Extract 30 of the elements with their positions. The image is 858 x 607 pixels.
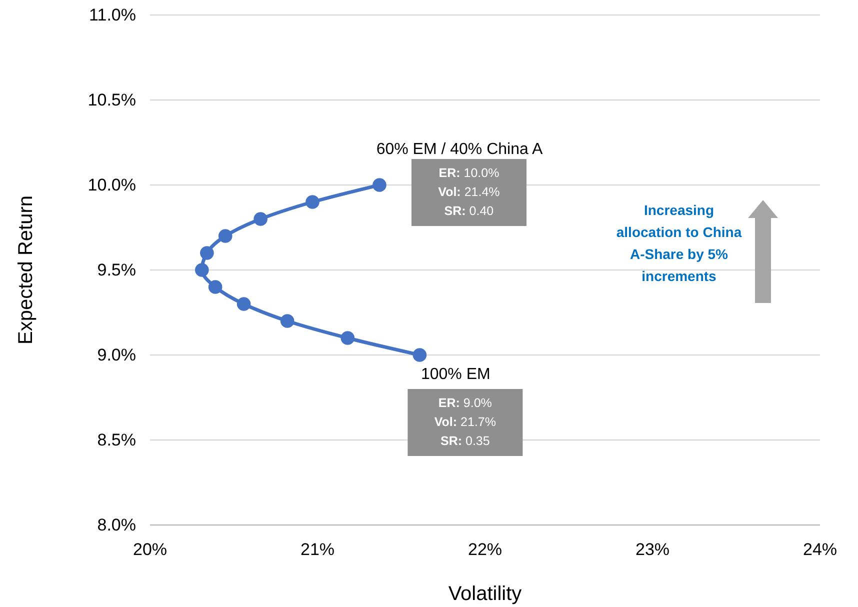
- y-tick-label: 10.0%: [88, 175, 136, 194]
- y-axis-title: Expected Return: [15, 196, 37, 344]
- point: [306, 195, 320, 209]
- point: [218, 229, 232, 243]
- point: [195, 263, 209, 277]
- point: [208, 280, 222, 294]
- point: [280, 314, 294, 328]
- annotation: 60% EM / 40% China A: [376, 141, 543, 158]
- annotation: ER: 9.0% Vol: 21.7% SR: 0.35: [434, 396, 496, 448]
- x-tick-label: 23%: [635, 540, 670, 560]
- y-tick-label: 9.0%: [97, 345, 136, 364]
- x-tick-label: 22%: [468, 540, 502, 560]
- annotation: ER: 10.0% Vol: 21.4% SR: 0.40: [438, 166, 500, 218]
- point: [412, 348, 427, 362]
- x-tick-label: 24%: [802, 540, 838, 560]
- x-tick-label: 21%: [300, 540, 335, 560]
- x-axis-title: Volatility: [448, 583, 522, 605]
- annotation: 100% EM: [420, 366, 490, 383]
- y-tick-label: 8.5%: [97, 430, 136, 450]
- y-tick-label: 11.0%: [89, 5, 136, 24]
- y-tick-label: 8.0%: [97, 515, 136, 534]
- annotation: Increasing allocation to China A-Share by 5% increments: [616, 202, 742, 284]
- point: [200, 246, 214, 260]
- x-tick-label: 20%: [132, 540, 168, 560]
- point: [236, 297, 251, 311]
- point: [340, 331, 355, 345]
- y-tick-label: 9.5%: [97, 260, 136, 280]
- y-tick-label: 10.5%: [88, 90, 136, 110]
- point: [372, 178, 386, 192]
- point: [254, 212, 268, 226]
